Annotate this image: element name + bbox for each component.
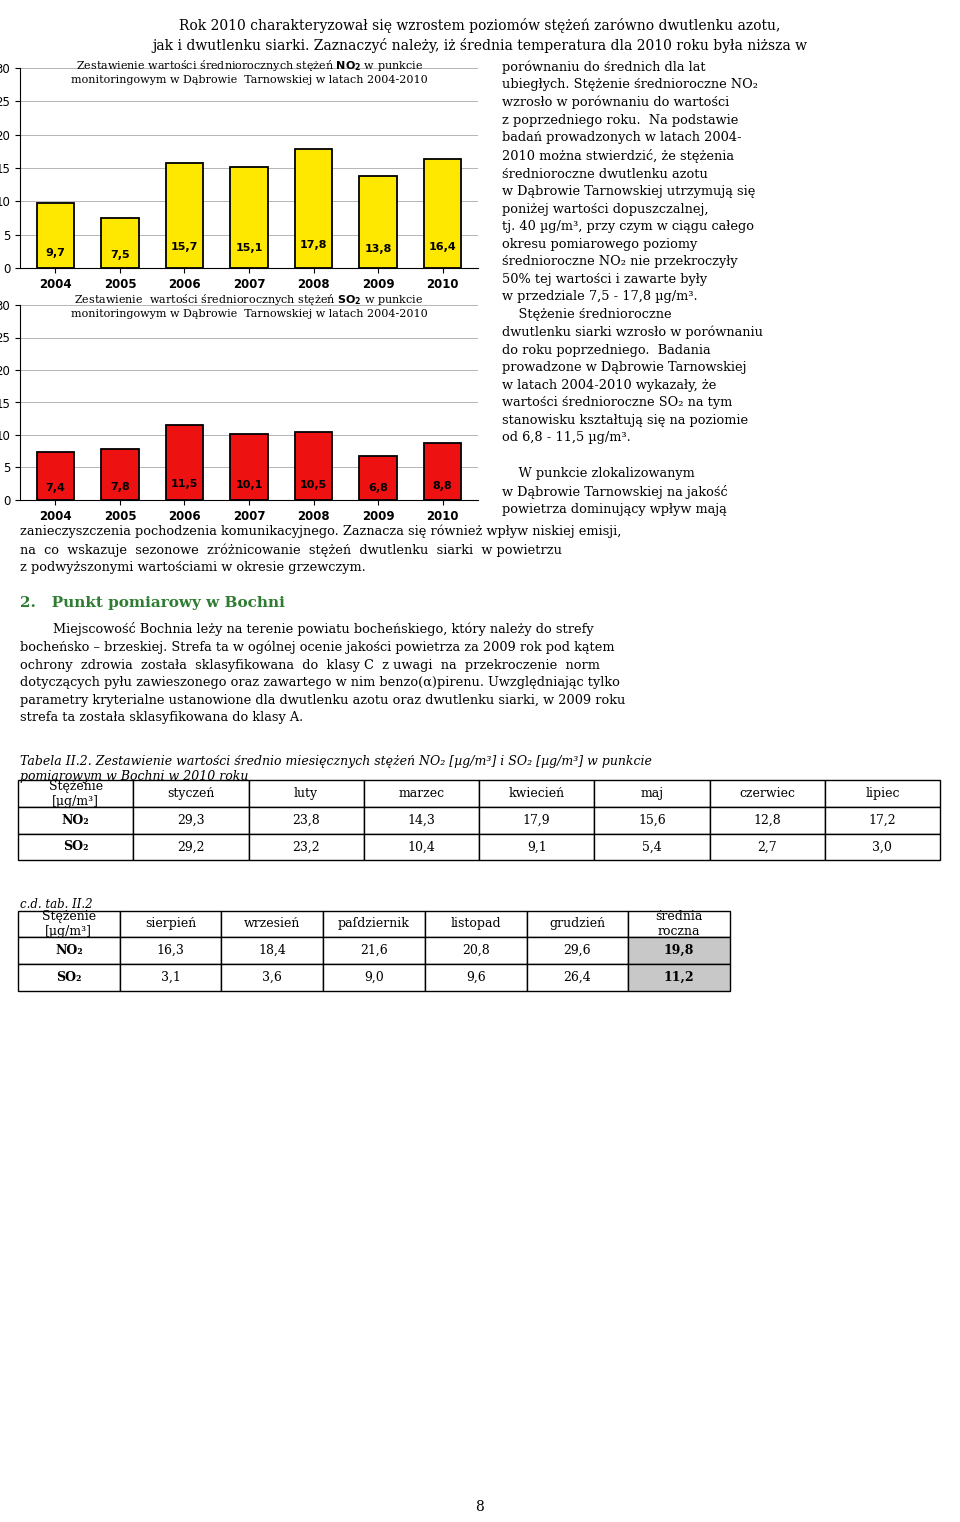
Bar	[359, 455, 396, 501]
Text: Zestawienie wartości średniorocznych stężeń $\mathbf{NO_2}$ w punkcie
monitoring: Zestawienie wartości średniorocznych stę…	[71, 58, 427, 85]
Text: c.d. tab. II.2: c.d. tab. II.2	[20, 898, 92, 912]
Bar	[423, 443, 461, 501]
Bar	[230, 167, 268, 268]
Text: 10,1: 10,1	[235, 479, 263, 490]
Text: 9,7: 9,7	[45, 248, 65, 259]
Bar	[166, 425, 204, 501]
Bar	[423, 158, 461, 268]
Bar	[101, 449, 138, 501]
Bar	[101, 218, 138, 268]
Text: 7,4: 7,4	[45, 482, 65, 493]
Text: W punkcie zlokalizowanym
w Dąbrowie Tarnowskiej na jakość
powietrza dominujący w: W punkcie zlokalizowanym w Dąbrowie Tarn…	[502, 467, 728, 516]
Bar	[295, 149, 332, 268]
Bar	[36, 452, 74, 501]
Text: zanieczyszczenia pochodzenia komunikacyjnego. Zaznacza się również wpływ niskiej: zanieczyszczenia pochodzenia komunikacyj…	[20, 525, 621, 574]
Text: 7,5: 7,5	[110, 251, 130, 260]
Text: 8: 8	[475, 1501, 485, 1514]
Text: Zestawienie  wartości średniorocznych stężeń $\mathbf{SO_2}$ w punkcie
monitorin: Zestawienie wartości średniorocznych stę…	[71, 292, 427, 320]
Text: 13,8: 13,8	[365, 244, 392, 254]
Text: 6,8: 6,8	[368, 484, 388, 493]
Text: 2.   Punkt pomiarowy w Bochni: 2. Punkt pomiarowy w Bochni	[20, 597, 285, 610]
Text: 7,8: 7,8	[110, 482, 130, 493]
Text: Stężenie średnioroczne
dwutlenku siarki wzrosło w porównaniu
do roku poprzednieg: Stężenie średnioroczne dwutlenku siarki …	[502, 307, 763, 444]
Bar	[166, 163, 204, 268]
Bar	[230, 434, 268, 501]
Bar	[359, 177, 396, 268]
Text: 15,7: 15,7	[171, 242, 198, 253]
Text: jak i dwutlenku siarki. Zaznaczyć należy, iż średnia temperatura dla 2010 roku b: jak i dwutlenku siarki. Zaznaczyć należy…	[153, 38, 807, 53]
Text: 17,8: 17,8	[300, 240, 327, 250]
Text: 16,4: 16,4	[429, 242, 456, 251]
Text: 10,5: 10,5	[300, 479, 327, 490]
Text: Tabela II.2. Zestawienie wartości średnio miesięcznych stężeń NO₂ [µg/m³] i SO₂ : Tabela II.2. Zestawienie wartości średni…	[20, 755, 652, 782]
Bar	[295, 432, 332, 501]
Text: porównaniu do średnich dla lat
ubiegłych. Stężenie średnioroczne NO₂
wzrosło w p: porównaniu do średnich dla lat ubiegłych…	[502, 59, 758, 303]
Text: Miejscowość Bochnia leży na terenie powiatu bocheńskiego, który należy do strefy: Miejscowość Bochnia leży na terenie powi…	[20, 622, 625, 724]
Text: 15,1: 15,1	[235, 244, 263, 253]
Text: 8,8: 8,8	[433, 481, 452, 492]
Text: 11,5: 11,5	[171, 479, 198, 489]
Text: Rok 2010 charakteryzował się wzrostem poziomów stężeń zarówno dwutlenku azotu,: Rok 2010 charakteryzował się wzrostem po…	[180, 18, 780, 33]
Bar	[36, 204, 74, 268]
